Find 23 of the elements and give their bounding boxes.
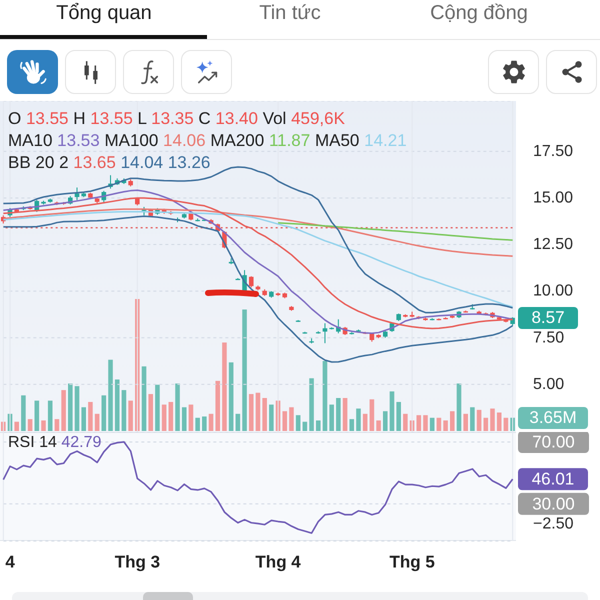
text: 3.65M bbox=[518, 406, 588, 429]
y-tick-label: 12.50 bbox=[533, 236, 574, 254]
y-tick-label: 70.00 bbox=[532, 432, 575, 452]
y-tick-label: 17.50 bbox=[533, 142, 574, 160]
annotation: BB 20 2 13.65 14.04 13.26 bbox=[8, 153, 210, 172]
data-label: 46.01 bbox=[532, 470, 574, 489]
y-tick-label: 30.00 bbox=[532, 494, 575, 514]
x-tick-label: 4 bbox=[5, 552, 16, 572]
x-tick-label: Thg 5 bbox=[389, 552, 435, 572]
annotation: MA10 13.53 MA100 14.06 MA200 11.87 MA50 14.21 bbox=[8, 131, 407, 150]
text: Tin tức bbox=[258, 1, 322, 25]
text: Tổng quan bbox=[55, 1, 153, 25]
y-tick-label: 15.00 bbox=[533, 189, 574, 206]
y-tick-label: 5.00 bbox=[533, 376, 564, 393]
text: 8.57 bbox=[518, 306, 578, 329]
x-tick-label: Thg 3 bbox=[114, 552, 160, 572]
y-tick-label: 10.00 bbox=[533, 282, 574, 300]
y-tick-label: 7.50 bbox=[533, 329, 564, 346]
y-tick-label: −2.50 bbox=[533, 516, 574, 533]
annotation: RSI 14 42.79 bbox=[8, 434, 102, 451]
text: O 13.55 H 13.55 L 13.35 C 13.40 Vol 459,6K bbox=[8, 109, 345, 128]
text: Cộng đồng bbox=[429, 1, 529, 25]
x-tick-label: Thg 4 bbox=[255, 552, 302, 572]
